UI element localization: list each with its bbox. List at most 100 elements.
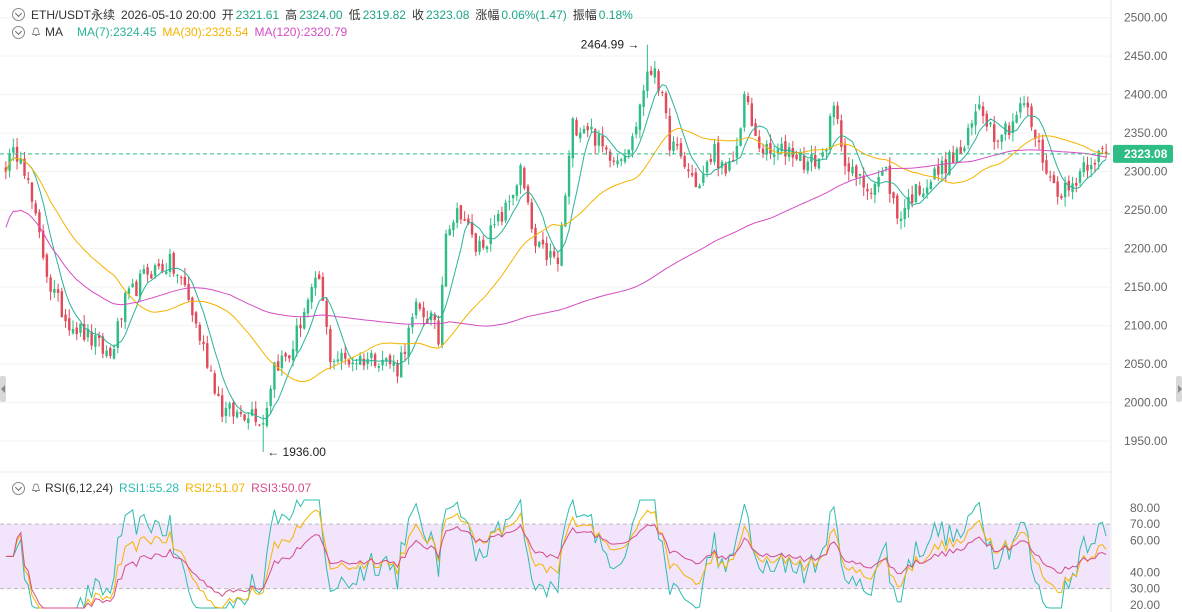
candle-body: [579, 132, 582, 139]
bell-icon[interactable]: [31, 27, 41, 37]
candle-body: [560, 225, 563, 266]
last-price-tag: [1113, 144, 1173, 163]
close-value: 2323.08: [426, 7, 470, 22]
candle-body: [86, 328, 90, 338]
candle-body: [470, 222, 474, 235]
candle-body: [907, 196, 910, 210]
candle-body: [1082, 162, 1085, 173]
candle-body: [672, 141, 675, 151]
candle-body: [534, 227, 537, 247]
candle-body: [1090, 164, 1093, 170]
right-scroll-handle[interactable]: [1176, 376, 1182, 402]
candle-body: [120, 318, 123, 320]
candle-body: [291, 349, 295, 360]
candle-body: [30, 182, 34, 202]
candle-body: [355, 363, 358, 365]
candle-body: [511, 194, 515, 199]
candle-body: [776, 149, 780, 153]
candle-body: [642, 90, 645, 107]
candle-body: [418, 303, 422, 309]
rsi-tick-label: 30.00: [1130, 582, 1160, 596]
candle-body: [224, 407, 228, 417]
ma120-value: MA(120):2320.79: [254, 25, 348, 39]
last-price-label: 2323.08: [1124, 147, 1168, 161]
collapse-rsi-toggle-icon[interactable]: [12, 481, 25, 495]
candle-body: [377, 366, 381, 368]
candle-body: [235, 411, 239, 418]
candle-body: [1007, 125, 1011, 136]
candle-body: [56, 289, 60, 293]
candle-body: [1048, 176, 1052, 178]
candle-body: [183, 276, 187, 286]
price-tick-label: 2150.00: [1124, 280, 1168, 294]
candle-body: [743, 94, 746, 128]
rsi-tick-label: 40.00: [1130, 566, 1160, 580]
rsi3-line: [5, 524, 1107, 609]
candle-body: [765, 143, 768, 155]
candle-body: [847, 163, 850, 172]
candle-body: [821, 152, 824, 157]
candle-body: [586, 126, 589, 131]
candle-body: [873, 183, 877, 195]
candle-body: [1052, 175, 1056, 184]
ma30-value: MA(30):2326.54: [162, 25, 249, 39]
candle-body: [358, 355, 362, 365]
candle-body: [146, 267, 149, 275]
candle-body: [959, 146, 962, 154]
candle-body: [411, 317, 414, 328]
candle-body: [187, 283, 190, 300]
candle-body: [590, 126, 593, 130]
candle-body: [955, 148, 959, 163]
candle-body: [1011, 121, 1015, 133]
candle-body: [19, 158, 22, 164]
candle-body: [90, 331, 93, 346]
candle-body: [53, 288, 56, 293]
candle-body: [608, 151, 612, 161]
candle-body: [981, 106, 985, 116]
candle-body: [101, 336, 105, 354]
high-label: 高: [285, 8, 298, 22]
collapse-ma-toggle-icon[interactable]: [12, 25, 25, 39]
candle-body: [127, 288, 131, 294]
candle-body: [1019, 103, 1022, 113]
candle-body: [340, 352, 343, 362]
candle-body: [530, 202, 533, 229]
low-label: 低: [348, 8, 361, 22]
candle-body: [276, 361, 280, 371]
candle-body: [138, 273, 142, 297]
candle-body: [772, 154, 776, 157]
candle-body: [567, 155, 571, 197]
left-scroll-handle[interactable]: [0, 376, 6, 402]
candle-body: [321, 276, 325, 301]
candle-body: [38, 212, 41, 233]
candle-body: [12, 147, 15, 153]
candle-body: [761, 148, 765, 154]
candle-body: [892, 192, 895, 199]
candle-body: [64, 314, 67, 322]
candle-body: [116, 321, 119, 348]
candle-body: [243, 414, 246, 421]
candle-body: [720, 161, 724, 168]
price-tick-label: 2200.00: [1124, 242, 1168, 256]
candle-body: [262, 423, 265, 425]
candle-body: [836, 105, 839, 120]
candle-body: [634, 126, 638, 135]
candle-body: [325, 300, 328, 327]
candle-body: [780, 143, 783, 152]
bell-icon[interactable]: [31, 483, 41, 493]
candle-body: [288, 355, 291, 359]
candle-body: [41, 230, 45, 258]
candle-body: [910, 194, 914, 203]
candle-body: [869, 192, 873, 194]
candle-body: [832, 105, 836, 118]
candle-body: [1000, 134, 1003, 142]
price-tick-label: 1950.00: [1124, 434, 1168, 448]
candle-body: [1060, 195, 1063, 199]
candle-body: [347, 359, 351, 365]
collapse-main-toggle-icon[interactable]: [12, 8, 25, 21]
rsi-legend: RSI(6,12,24) RSI1:55.28 RSI2:51.07 RSI3:…: [12, 481, 317, 495]
candle-body: [564, 195, 567, 227]
price-tick-label: 2100.00: [1124, 319, 1168, 333]
candle-body: [232, 402, 235, 417]
